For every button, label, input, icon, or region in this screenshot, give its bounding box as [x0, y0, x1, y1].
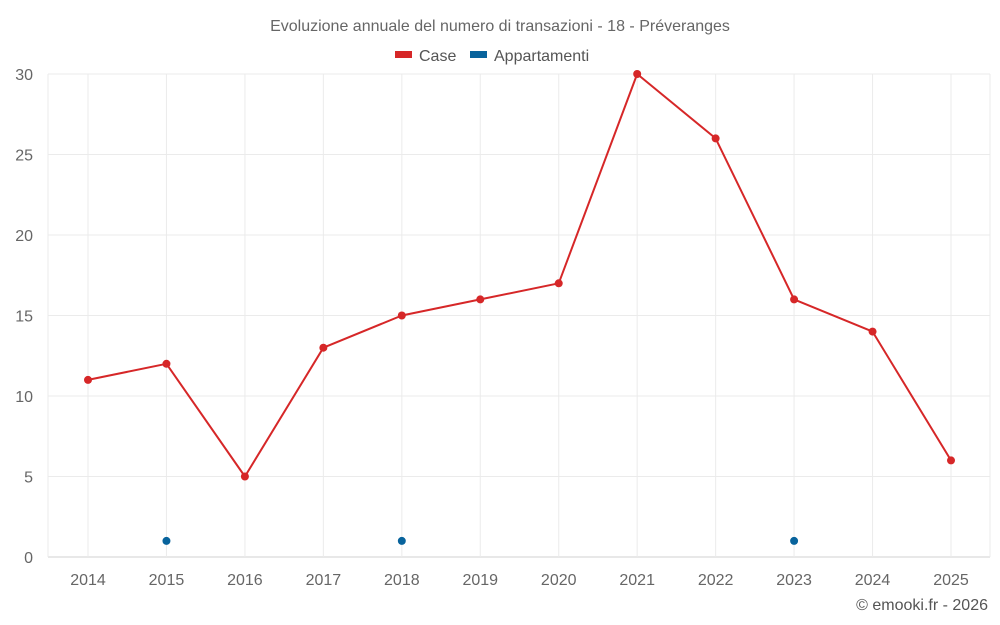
legend-label: Appartamenti — [494, 48, 589, 65]
y-tick-label: 25 — [15, 148, 33, 165]
legend-swatch — [395, 51, 412, 58]
x-tick-label: 2019 — [462, 572, 498, 589]
y-tick-label: 0 — [24, 550, 33, 567]
y-axis: 0 5 10 15 20 25 30 — [15, 67, 33, 567]
legend-item-case[interactable]: Case — [395, 48, 456, 65]
data-point — [319, 343, 328, 352]
credit-text: © emooki.fr - 2026 — [856, 597, 988, 614]
grid — [47, 73, 991, 558]
legend-swatch — [470, 51, 487, 58]
data-point — [476, 295, 485, 304]
data-point — [162, 536, 171, 545]
x-tick-label: 2022 — [698, 572, 734, 589]
legend: Case Appartamenti — [395, 48, 589, 65]
chart-title: Evoluzione annuale del numero di transaz… — [270, 18, 730, 35]
x-tick-label: 2015 — [149, 572, 185, 589]
data-point — [397, 311, 406, 320]
data-point — [554, 279, 563, 288]
y-tick-label: 10 — [15, 389, 33, 406]
y-tick-label: 5 — [24, 470, 33, 487]
x-tick-label: 2023 — [776, 572, 812, 589]
data-point — [868, 327, 877, 336]
data-point — [240, 472, 249, 481]
y-tick-label: 20 — [15, 228, 33, 245]
x-tick-label: 2025 — [933, 572, 969, 589]
data-point — [633, 70, 642, 78]
data-point — [790, 536, 799, 545]
x-tick-label: 2016 — [227, 572, 263, 589]
data-point — [397, 536, 406, 545]
series-layer — [84, 70, 955, 545]
legend-label: Case — [419, 48, 456, 65]
series-appartamenti — [162, 536, 799, 545]
x-tick-label: 2020 — [541, 572, 577, 589]
x-tick-label: 2024 — [855, 572, 891, 589]
x-tick-label: 2017 — [306, 572, 342, 589]
x-axis: 2014 2015 2016 2017 2018 2019 2020 2021 2022 2023… — [70, 572, 969, 589]
x-tick-label: 2018 — [384, 572, 420, 589]
data-point — [790, 295, 799, 304]
data-point — [711, 134, 720, 143]
data-point — [162, 359, 171, 368]
data-point — [84, 375, 92, 384]
series-case — [84, 70, 955, 481]
data-point — [947, 456, 955, 465]
legend-item-appartamenti[interactable]: Appartamenti — [470, 48, 589, 65]
y-tick-label: 15 — [15, 309, 33, 326]
x-tick-label: 2014 — [70, 572, 106, 589]
y-tick-label: 30 — [15, 67, 33, 84]
series-line — [87, 73, 952, 478]
x-tick-label: 2021 — [619, 572, 655, 589]
